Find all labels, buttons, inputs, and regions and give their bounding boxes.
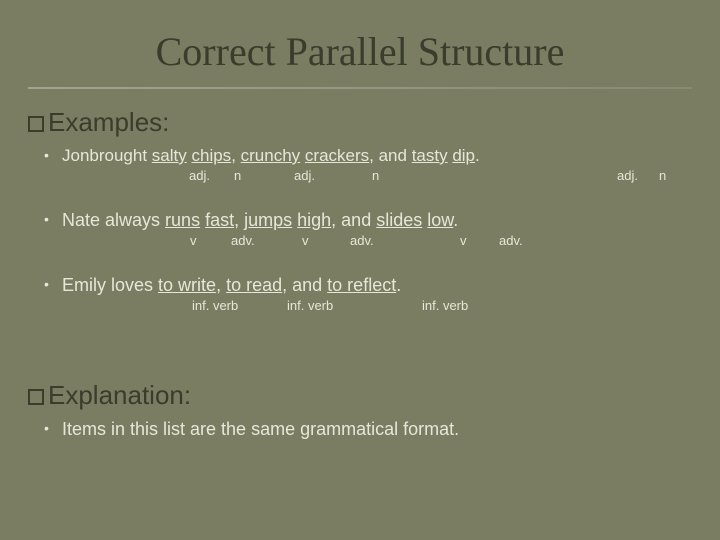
underlined-word: slides xyxy=(376,210,422,230)
checkbox-icon xyxy=(28,116,44,132)
pos-annotation: adv. xyxy=(499,233,523,248)
underlined-word: to write xyxy=(158,275,216,295)
underlined-word: high xyxy=(297,210,331,230)
example-item: • Nate always runs fast, jumps high, and… xyxy=(62,208,720,233)
underlined-word: to read xyxy=(226,275,282,295)
examples-header-text: Examples: xyxy=(48,107,169,137)
title-underline xyxy=(28,87,692,89)
bullet-icon: • xyxy=(44,210,49,230)
underlined-word: tasty xyxy=(412,146,448,165)
bullet-icon: • xyxy=(44,146,49,166)
pos-annotation: n xyxy=(659,168,666,183)
underlined-word: jumps xyxy=(244,210,292,230)
pos-annotation: adj. xyxy=(617,168,638,183)
example-prefix: Nate always xyxy=(62,210,165,230)
underlined-word: to reflect xyxy=(327,275,396,295)
slide-title: Correct Parallel Structure xyxy=(0,0,720,87)
explanation-header-text: Explanation: xyxy=(48,380,191,410)
example-prefix: Jonbrought xyxy=(62,146,152,165)
pos-annotation: adv. xyxy=(231,233,255,248)
checkbox-icon xyxy=(28,389,44,405)
pos-annotation: n xyxy=(234,168,241,183)
pos-annotation: adj. xyxy=(189,168,210,183)
underlined-word: fast xyxy=(205,210,234,230)
underlined-word: salty xyxy=(152,146,187,165)
annotation-row: adj. n adj. n adj. n xyxy=(62,168,720,190)
pos-annotation: inf. verb xyxy=(422,298,468,313)
underlined-word: crackers xyxy=(305,146,369,165)
pos-annotation: inf. verb xyxy=(287,298,333,313)
pos-annotation: n xyxy=(372,168,379,183)
underlined-word: dip xyxy=(452,146,475,165)
pos-annotation: adv. xyxy=(350,233,374,248)
example-item: • Emily loves to write, to read, and to … xyxy=(62,273,720,298)
explanation-header: Explanation: xyxy=(28,380,720,411)
underlined-word: chips xyxy=(192,146,232,165)
annotation-row: v adv. v adv. v adv. xyxy=(62,233,720,255)
pos-annotation: v xyxy=(302,233,309,248)
examples-header: Examples: xyxy=(28,107,720,138)
pos-annotation: adj. xyxy=(294,168,315,183)
pos-annotation: v xyxy=(460,233,467,248)
underlined-word: crunchy xyxy=(241,146,301,165)
annotation-row: inf. verb inf. verb inf. verb xyxy=(62,298,720,320)
bullet-icon: • xyxy=(44,275,49,295)
explanation-item: • Items in this list are the same gramma… xyxy=(62,417,720,442)
pos-annotation: v xyxy=(190,233,197,248)
explanation-text: Items in this list are the same grammati… xyxy=(62,419,459,439)
underlined-word: low xyxy=(427,210,453,230)
bullet-icon: • xyxy=(44,419,49,439)
example-item: • Jonbrought salty chips, crunchy cracke… xyxy=(62,144,720,168)
pos-annotation: inf. verb xyxy=(192,298,238,313)
underlined-word: runs xyxy=(165,210,200,230)
example-prefix: Emily loves xyxy=(62,275,158,295)
